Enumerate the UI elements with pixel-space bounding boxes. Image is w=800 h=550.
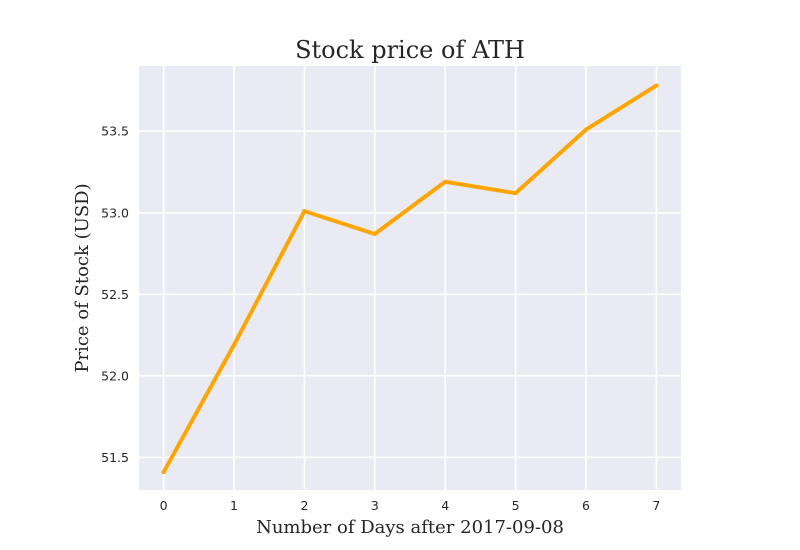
- y-tick-label: 52.0: [101, 368, 129, 383]
- x-ticks: 0 1 2 3 4 5 6 7: [160, 498, 661, 513]
- x-tick-label: 5: [512, 498, 520, 513]
- x-tick-label: 6: [582, 498, 590, 513]
- data-point: [513, 191, 518, 196]
- y-tick-label: 51.5: [101, 450, 129, 465]
- series-line: [161, 83, 659, 475]
- y-tick-label: 53.5: [101, 124, 129, 139]
- y-tick-label: 52.5: [101, 287, 129, 302]
- data-point: [654, 83, 659, 88]
- x-tick-label: 3: [371, 498, 379, 513]
- plot-area: [139, 66, 681, 490]
- x-tick-label: 2: [300, 498, 308, 513]
- series-layer: [161, 83, 659, 475]
- chart-title: Stock price of ATH: [295, 36, 525, 64]
- data-point: [302, 209, 307, 214]
- data-point: [372, 231, 377, 236]
- data-point: [161, 470, 166, 475]
- x-tick-label: 4: [441, 498, 449, 513]
- grid: [139, 66, 681, 490]
- y-tick-label: 53.0: [101, 205, 129, 220]
- x-tick-label: 7: [652, 498, 660, 513]
- x-axis-label: Number of Days after 2017-09-08: [256, 517, 564, 538]
- x-tick-label: 1: [230, 498, 238, 513]
- y-ticks: 51.5 52.0 52.5 53.0 53.5: [101, 124, 129, 465]
- data-point: [583, 127, 588, 132]
- data-point: [443, 179, 448, 184]
- data-point: [232, 342, 237, 347]
- y-axis-label: Price of Stock (USD): [72, 183, 93, 372]
- x-tick-label: 0: [160, 498, 168, 513]
